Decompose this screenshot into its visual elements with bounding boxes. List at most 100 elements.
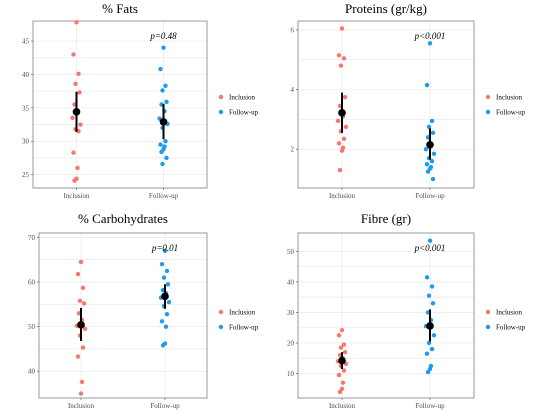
- data-point: [341, 56, 347, 61]
- x-tick-label: Inclusion: [329, 192, 356, 200]
- y-tick-label: 50: [28, 323, 36, 331]
- data-point: [79, 379, 85, 385]
- y-tick-label: 6: [291, 26, 295, 34]
- data-point: [74, 20, 79, 25]
- data-point: [75, 271, 81, 277]
- data-point: [164, 99, 169, 105]
- mean-point: [72, 108, 81, 116]
- data-point: [336, 333, 342, 338]
- mean-point: [338, 109, 346, 117]
- panel-frame: [297, 20, 475, 189]
- data-point: [338, 345, 344, 350]
- data-point: [164, 268, 170, 274]
- panel-4: Fibre (gr) 10 20 30 40 50 Inclusion Follow-up p<…: [287, 211, 526, 410]
- data-point: [430, 301, 436, 306]
- data-point: [159, 149, 164, 155]
- panel-title: Proteins (gr/kg): [345, 1, 427, 16]
- x-tick-label: Inclusion: [63, 192, 90, 200]
- x-tick-label: Follow-up: [149, 192, 179, 200]
- data-point: [162, 248, 168, 254]
- data-point: [338, 63, 344, 68]
- data-point: [160, 161, 165, 167]
- data-point: [336, 141, 342, 146]
- data-point: [343, 124, 349, 130]
- mean-point: [426, 140, 434, 149]
- legend-marker: [485, 94, 491, 100]
- data-point: [429, 118, 435, 124]
- panel-3: % Carbohydrates 40 50 60 70 Inclusion Follow-u…: [28, 211, 259, 410]
- panel-title: % Fats: [102, 1, 138, 16]
- legend-label: Follow-up: [229, 324, 259, 332]
- legend-marker: [218, 324, 224, 330]
- data-point: [430, 176, 436, 182]
- data-point: [81, 301, 87, 306]
- data-point: [75, 354, 81, 359]
- y-tick-label: 50: [287, 248, 295, 256]
- data-point: [426, 124, 432, 130]
- data-point: [429, 346, 435, 352]
- data-point: [70, 115, 75, 121]
- data-point: [77, 90, 82, 95]
- y-tick-label: 60: [28, 279, 36, 287]
- legend-label: Inclusion: [229, 309, 256, 317]
- x-tick-label: Inclusion: [68, 402, 95, 410]
- data-point: [427, 41, 433, 46]
- legend-label: Inclusion: [496, 94, 523, 102]
- data-point: [163, 83, 168, 88]
- data-point: [340, 380, 346, 385]
- y-tick-label: 40: [287, 278, 295, 286]
- data-point: [426, 293, 432, 298]
- data-point: [431, 333, 437, 338]
- y-tick-label: 30: [22, 138, 30, 146]
- data-point: [427, 238, 433, 243]
- legend: Inclusion Follow-up: [218, 94, 259, 117]
- data-point: [165, 282, 171, 287]
- x-tick-label: Follow-up: [150, 402, 180, 410]
- panel-1: % Fats 25 30 35 40 45 Inclusion Follow-up p=0.48…: [22, 1, 259, 200]
- data-point: [342, 94, 348, 100]
- x-tick-label: Inclusion: [329, 402, 356, 410]
- data-point: [342, 349, 348, 355]
- data-point: [336, 372, 342, 378]
- y-tick-label: 4: [291, 86, 295, 94]
- legend: Inclusion Follow-up: [485, 94, 526, 117]
- data-point: [425, 369, 431, 375]
- data-point: [72, 178, 77, 183]
- data-point: [78, 259, 84, 265]
- data-point: [425, 169, 431, 174]
- legend-marker: [485, 309, 491, 315]
- data-point: [339, 327, 345, 333]
- data-point: [424, 82, 430, 88]
- y-tick-label: 2: [291, 146, 295, 154]
- x-tick-label: Follow-up: [415, 192, 445, 200]
- data-point: [78, 122, 83, 127]
- panel-frame: [38, 232, 208, 399]
- data-point: [77, 298, 83, 303]
- legend-label: Inclusion: [229, 94, 256, 102]
- data-point: [164, 155, 169, 161]
- data-point: [429, 158, 435, 164]
- data-point: [160, 343, 166, 348]
- data-point: [335, 118, 341, 124]
- data-point: [163, 324, 169, 329]
- data-point: [426, 340, 432, 346]
- data-point: [341, 368, 347, 373]
- data-point: [166, 299, 172, 305]
- p-value-label: p<0.001: [414, 31, 446, 41]
- p-value-label: p=0.01: [151, 243, 178, 253]
- mean-point: [77, 321, 85, 329]
- data-point: [341, 136, 347, 141]
- data-point: [158, 142, 163, 147]
- data-point: [78, 391, 84, 396]
- y-tick-label: 45: [22, 38, 30, 46]
- legend-label: Follow-up: [229, 109, 259, 117]
- data-point: [424, 161, 430, 167]
- data-point: [337, 389, 343, 395]
- legend-label: Inclusion: [496, 309, 523, 317]
- legend: Inclusion Follow-up: [485, 309, 526, 332]
- data-point: [341, 342, 347, 347]
- data-point: [71, 52, 76, 57]
- data-point: [71, 150, 76, 155]
- data-point: [430, 130, 436, 136]
